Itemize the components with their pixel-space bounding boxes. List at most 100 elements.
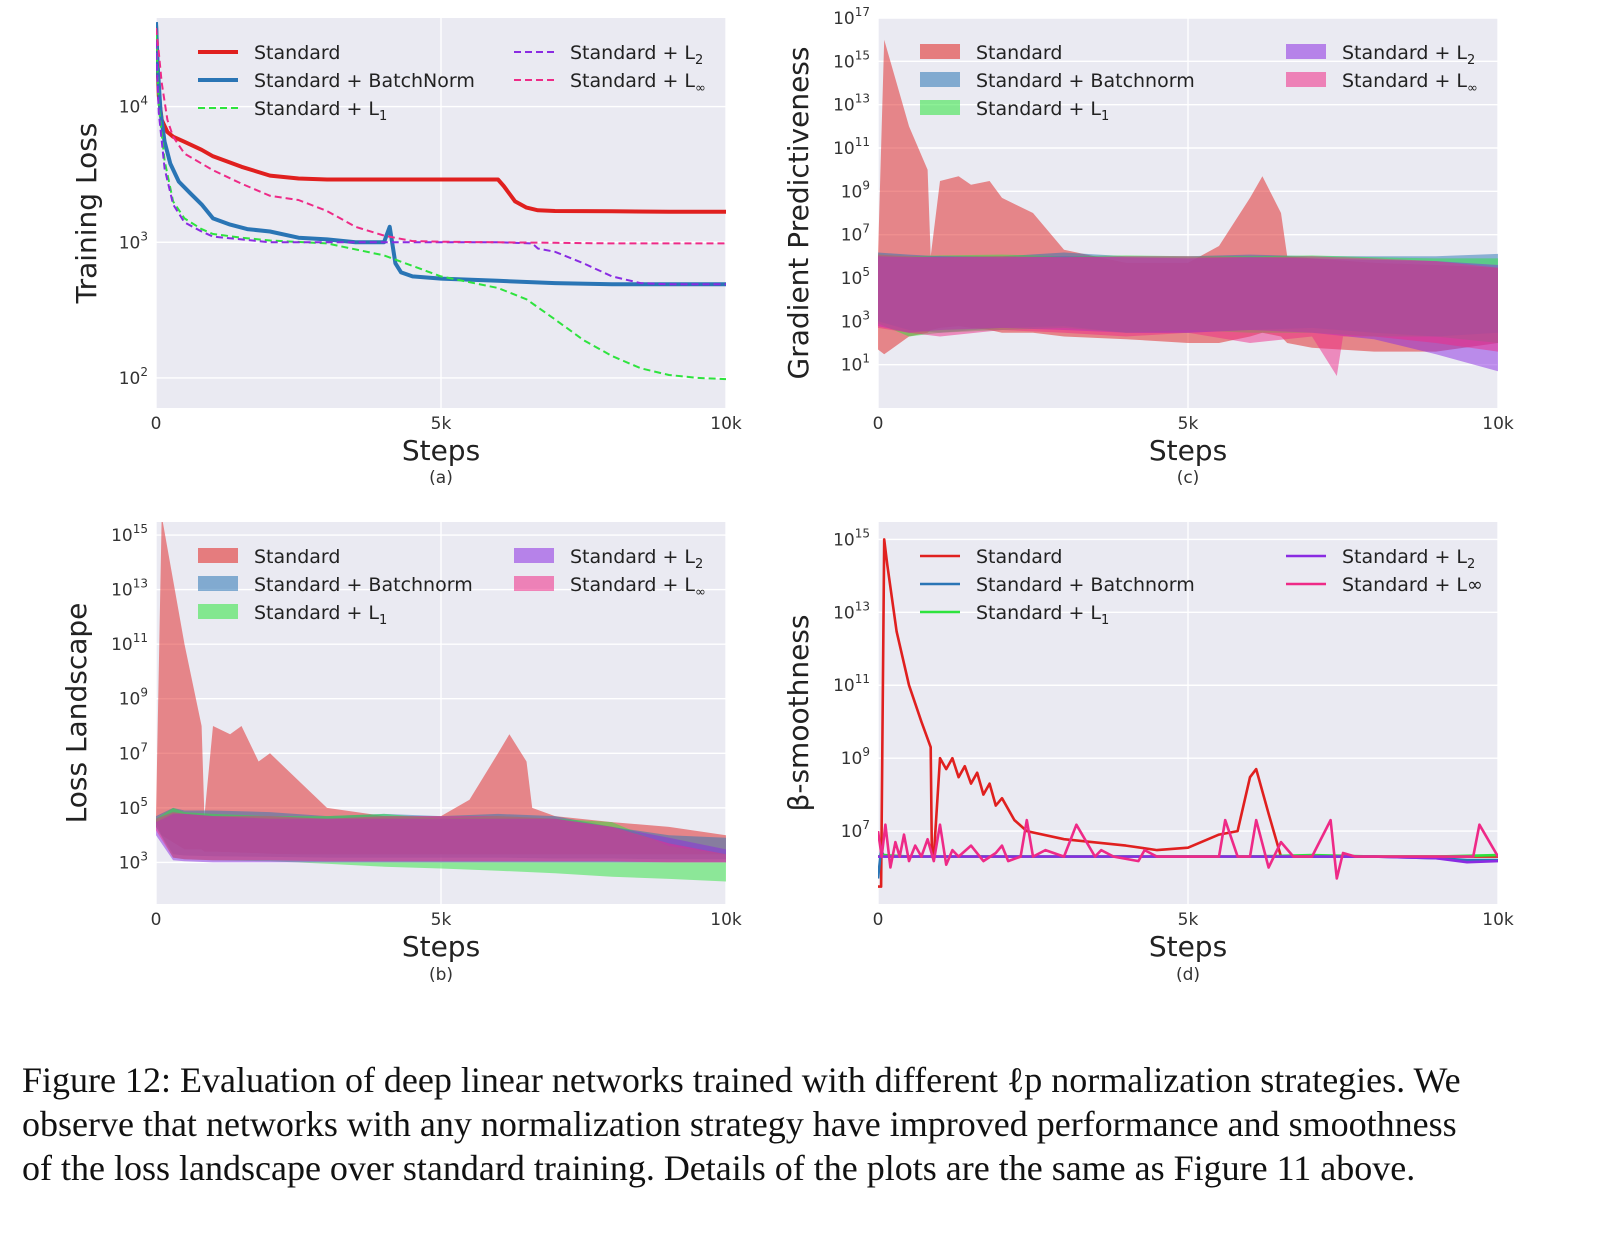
y-tick-label: 102 <box>119 365 148 389</box>
legend-item: Standard + BatchNorm <box>198 70 475 92</box>
series-standard-batchnorm-line <box>156 22 726 287</box>
legend-label: Standard + BatchNorm <box>254 70 475 92</box>
legend-swatch <box>920 100 960 115</box>
y-tick-label: 107 <box>841 222 870 246</box>
legend-swatch <box>514 576 554 591</box>
x-tick-label: 10k <box>710 910 742 930</box>
x-tick-label: 0 <box>151 910 162 930</box>
legend-label: Standard + L2 <box>570 546 703 572</box>
legend-item: Standard + Batchnorm <box>920 574 1195 596</box>
x-tick-label: 0 <box>873 910 884 930</box>
legend-label: Standard <box>254 42 340 64</box>
y-tick-label: 1015 <box>833 526 870 550</box>
x-tick-label: 5k <box>1178 910 1199 930</box>
y-axis-title: Loss Landscape <box>60 603 93 824</box>
y-tick-label: 105 <box>841 265 870 289</box>
y-tick-label: 107 <box>119 740 148 764</box>
legend-label: Standard + L2 <box>1342 42 1475 68</box>
y-tick-label: 107 <box>841 818 870 842</box>
legend-item: Standard + L∞ <box>514 70 706 96</box>
panel-label: (c) <box>1177 468 1200 488</box>
series-standard-line <box>878 538 1498 888</box>
x-axis-title: Steps <box>1149 930 1227 963</box>
y-axis-title: Gradient Predictiveness <box>782 47 815 380</box>
legend-swatch <box>514 548 554 563</box>
figure-canvas: 0 5k 10k 102 103 104 Steps Training Loss (a) Stan… <box>60 5 1514 985</box>
legend-label: Standard + L∞ <box>1342 70 1478 96</box>
x-axis-title: Steps <box>1149 434 1227 467</box>
series-standard-l--band <box>156 812 726 863</box>
legend-label: Standard + L2 <box>1342 546 1475 572</box>
legend-item: Standard + L2 <box>514 546 703 572</box>
x-tick-label: 5k <box>431 414 452 434</box>
chart-panel-c: 0 5k 10k 101 103 105 107 109 1011 1013 1015 1017 Ste… <box>782 5 1514 488</box>
x-tick-label: 5k <box>431 910 452 930</box>
legend: Standard Standard + Batchnorm Standard + L… <box>920 42 1478 124</box>
figure-caption: Figure 12: Evaluation of deep linear net… <box>22 1058 1587 1190</box>
legend-label: Standard <box>976 42 1062 64</box>
series-standard-l2-line <box>156 41 726 286</box>
legend-item: Standard <box>198 546 340 568</box>
legend-swatch <box>198 548 238 563</box>
legend-label: Standard + L1 <box>976 98 1109 124</box>
legend-label: Standard <box>976 546 1062 568</box>
y-tick-label: 105 <box>119 795 148 819</box>
legend-label: Standard + L1 <box>976 602 1109 628</box>
y-tick-label: 1013 <box>833 92 870 116</box>
series-group <box>878 39 1498 376</box>
y-tick-label: 103 <box>119 849 148 873</box>
x-tick-label: 5k <box>1178 414 1199 434</box>
series-standard-l--line <box>878 818 1498 880</box>
y-tick-label: 103 <box>119 229 148 253</box>
legend: Standard Standard + BatchNorm Standard + L… <box>198 42 706 124</box>
y-tick-label: 109 <box>119 686 148 710</box>
y-axis-title: Training Loss <box>70 123 103 305</box>
x-tick-label: 10k <box>1482 910 1514 930</box>
x-axis-title: Steps <box>402 930 480 963</box>
legend-label: Standard + L∞ <box>570 574 706 600</box>
legend-label: Standard + Batchnorm <box>254 574 473 596</box>
legend-swatch <box>198 576 238 591</box>
legend-swatch <box>1286 72 1326 87</box>
legend-item: Standard <box>198 42 340 64</box>
x-axis-title: Steps <box>402 434 480 467</box>
y-tick-label: 1017 <box>833 5 870 29</box>
legend-label: Standard + L∞ <box>1342 574 1483 596</box>
y-tick-label: 1011 <box>833 135 870 159</box>
legend-swatch <box>1286 44 1326 59</box>
chart-panel-d: 0 5k 10k 107 109 1011 1013 1015 Steps β-smoothnes… <box>782 522 1514 985</box>
y-tick-label: 1013 <box>833 599 870 623</box>
legend-label: Standard + L1 <box>254 602 387 628</box>
caption-line-3: of the loss landscape over standard trai… <box>22 1148 1416 1188</box>
legend-label: Standard + L∞ <box>570 70 706 96</box>
legend: Standard Standard + Batchnorm Standard + L… <box>198 546 706 628</box>
panel-label: (a) <box>429 468 453 488</box>
legend-item: Standard <box>920 42 1062 64</box>
y-tick-label: 101 <box>841 352 870 376</box>
legend-item: Standard + L∞ <box>1286 70 1478 96</box>
caption-line-2: observe that networks with any normaliza… <box>22 1104 1457 1144</box>
legend-item: Standard + L2 <box>1286 42 1475 68</box>
x-tick-label: 0 <box>873 414 884 434</box>
x-tick-label: 10k <box>1482 414 1514 434</box>
legend-label: Standard + L1 <box>254 98 387 124</box>
y-tick-label: 1013 <box>111 577 148 601</box>
legend-item: Standard + L2 <box>1286 546 1475 572</box>
legend-item: Standard + L∞ <box>1286 574 1483 596</box>
x-tick-label: 0 <box>151 414 162 434</box>
y-tick-label: 1011 <box>833 672 870 696</box>
y-tick-label: 1015 <box>111 522 148 546</box>
legend-item: Standard + L2 <box>514 42 703 68</box>
legend-item: Standard + L1 <box>920 602 1109 628</box>
y-axis-title: β-smoothness <box>782 615 815 812</box>
panel-label: (d) <box>1176 965 1200 985</box>
x-tick-label: 10k <box>710 414 742 434</box>
chart-panel-b: 0 5k 10k 103 105 107 109 1011 1013 1015 Steps Loss … <box>60 522 742 985</box>
legend-item: Standard + L1 <box>920 98 1109 124</box>
legend-item: Standard + Batchnorm <box>920 70 1195 92</box>
legend: Standard Standard + Batchnorm Standard + L… <box>920 546 1483 628</box>
series-standard-l--band <box>878 254 1498 376</box>
legend-swatch <box>920 72 960 87</box>
legend-label: Standard + L2 <box>570 42 703 68</box>
y-tick-label: 109 <box>841 178 870 202</box>
